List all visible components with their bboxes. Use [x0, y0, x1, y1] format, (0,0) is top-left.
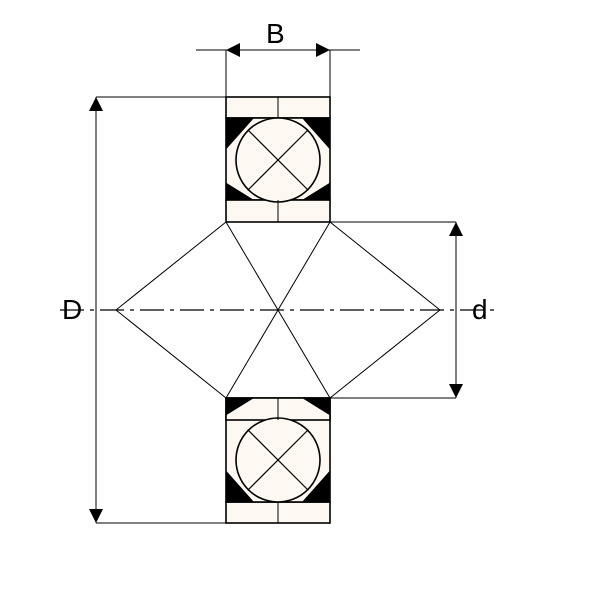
label-D: D [62, 294, 82, 326]
bearing-diagram: D d B [0, 0, 600, 600]
diagram-svg [0, 0, 600, 600]
label-B: B [266, 18, 285, 50]
label-d: d [472, 294, 488, 326]
